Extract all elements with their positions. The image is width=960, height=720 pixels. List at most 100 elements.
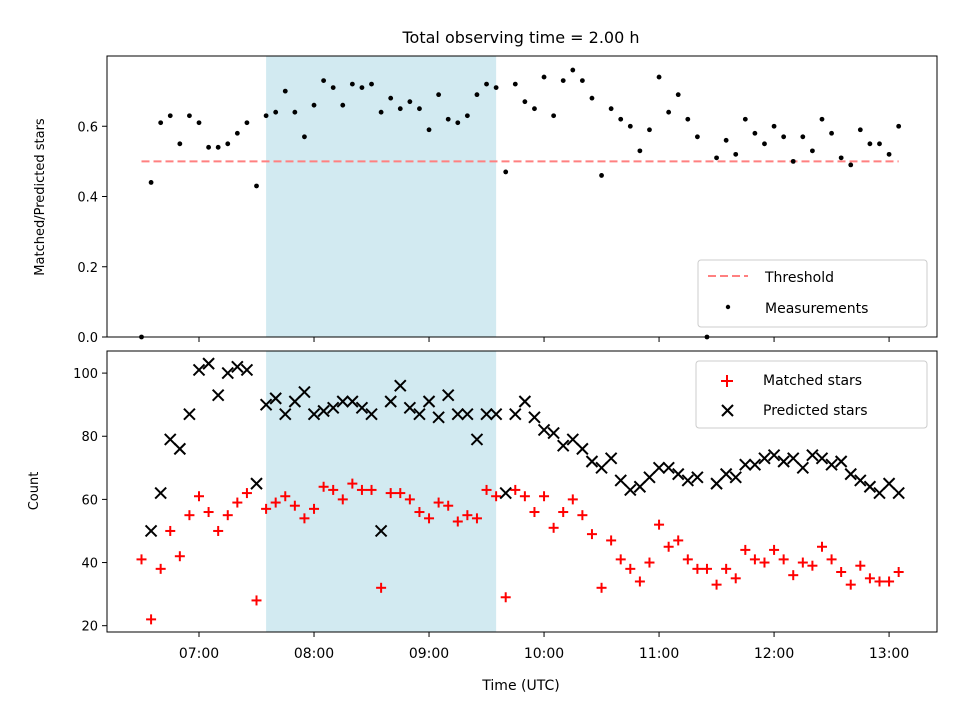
predicted-star-point — [576, 442, 589, 456]
predicted-star-point — [403, 401, 417, 415]
matched-star-point — [625, 563, 636, 574]
predicted-star-point — [470, 433, 484, 446]
matched-star-point — [788, 570, 799, 581]
xtick-label: 08:00 — [294, 646, 334, 662]
measurement-point — [560, 78, 566, 83]
matched-star-point — [845, 579, 856, 590]
measurement-point — [445, 116, 451, 122]
measurement-point — [359, 85, 365, 91]
measurement-point — [877, 141, 882, 147]
predicted-star-points — [144, 357, 905, 538]
measurement-point — [886, 151, 892, 157]
matched-star-point — [510, 484, 521, 495]
bottom-ytick-label: 100 — [73, 367, 98, 382]
matched-star-point — [586, 529, 597, 540]
predicted-star-point — [604, 452, 618, 465]
predicted-star-point — [537, 423, 551, 437]
predicted-star-point — [231, 360, 244, 373]
predicted-star-point — [518, 395, 532, 408]
matched-star-point — [376, 582, 387, 593]
x-axis-label: Time (UTC) — [481, 678, 559, 694]
measurement-point — [589, 95, 595, 101]
predicted-star-point — [441, 388, 455, 402]
predicted-star-point — [844, 467, 857, 481]
bottom-ytick-label: 60 — [81, 493, 98, 508]
matched-star-point — [836, 567, 847, 578]
predicted-star-point — [806, 448, 819, 462]
predicted-star-point — [317, 404, 330, 418]
measurement-point — [244, 120, 250, 126]
predicted-star-point — [422, 395, 436, 408]
measurement-point — [455, 120, 461, 126]
predicted-star-point — [691, 471, 704, 484]
measurement-point — [273, 109, 279, 115]
measurement-point — [302, 134, 307, 140]
matched-star-point — [270, 497, 281, 508]
matched-star-point — [596, 582, 607, 593]
measurement-point — [579, 78, 585, 83]
measurement-point — [762, 141, 767, 147]
matched-star-point — [309, 503, 320, 514]
predicted-star-point — [432, 411, 445, 424]
predicted-star-point — [681, 474, 695, 487]
matched-star-point — [289, 500, 300, 511]
predicted-star-point — [767, 448, 781, 462]
predicted-star-point — [719, 467, 733, 481]
measurement-point — [551, 113, 557, 119]
bottom-legend-box — [695, 360, 928, 429]
matched-star-point — [615, 554, 626, 565]
measurement-point — [187, 113, 192, 119]
legend-predicted-label: Predicted stars — [763, 403, 868, 419]
xtick-label: 09:00 — [409, 646, 449, 662]
measurement-points — [139, 67, 902, 340]
predicted-star-point — [873, 486, 886, 500]
measurement-point — [206, 144, 211, 150]
predicted-star-point — [614, 474, 627, 487]
measurement-point — [254, 183, 259, 189]
bottom-y-axis-label: Count — [27, 472, 42, 511]
predicted-star-point — [365, 407, 378, 421]
measurement-point — [819, 116, 825, 122]
matched-star-point — [337, 494, 348, 505]
measurement-point — [685, 116, 691, 122]
matched-star-point — [548, 522, 559, 533]
top-y-axis: 0.0 0.2 0.4 0.6 — [77, 120, 107, 346]
measurement-point — [896, 123, 902, 129]
predicted-star-point — [183, 407, 196, 421]
matched-star-point — [797, 557, 808, 568]
matched-star-point — [395, 488, 406, 499]
matched-star-point — [500, 592, 511, 603]
measurement-point — [158, 120, 164, 126]
predicted-star-point — [144, 524, 158, 538]
xtick-label: 11:00 — [639, 646, 679, 662]
measurement-point — [464, 113, 470, 119]
predicted-star-point — [173, 442, 187, 456]
measurement-point — [733, 151, 739, 157]
matched-star-point — [884, 576, 895, 587]
matched-star-point — [481, 484, 492, 495]
matched-star-point — [194, 491, 205, 502]
predicted-star-point — [710, 477, 723, 490]
measurement-point — [790, 158, 796, 164]
matched-star-point — [347, 478, 358, 489]
matched-star-point — [328, 484, 339, 495]
measurement-point — [512, 81, 518, 87]
matched-star-point — [222, 510, 233, 521]
predicted-star-point — [221, 366, 234, 380]
top-panel: 0.0 0.2 0.4 0.6 Matched/Predicted stars Thr… — [33, 55, 938, 346]
predicted-star-point — [652, 461, 666, 475]
predicted-star-point — [672, 467, 685, 481]
predicted-star-point — [729, 471, 742, 484]
measurement-point — [742, 116, 748, 122]
matched-star-point — [261, 503, 272, 514]
predicted-star-point — [892, 486, 905, 500]
matched-star-point — [749, 554, 760, 565]
measurement-point — [829, 130, 834, 136]
matched-star-point — [654, 519, 665, 530]
predicted-star-point — [624, 483, 637, 497]
matched-star-point — [730, 573, 741, 584]
matched-star-point — [606, 535, 617, 546]
matched-star-point — [721, 563, 732, 574]
measurement-point — [397, 106, 403, 112]
legend-matched-label: Matched stars — [763, 373, 862, 389]
